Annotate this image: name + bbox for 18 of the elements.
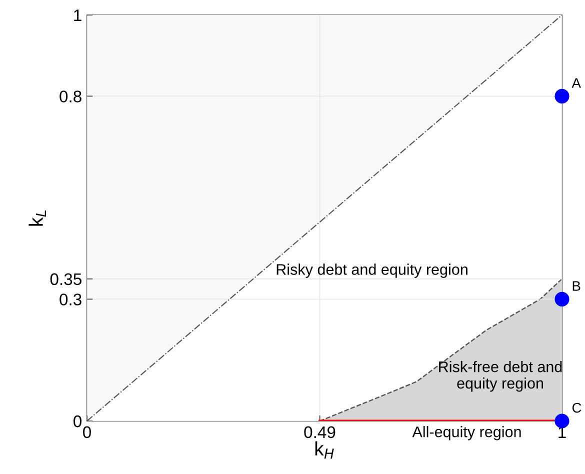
point [554,414,570,428]
x-axis-title: k$_{H}$ [315,441,334,459]
y-axis-title: k$_{L}$ [28,210,46,226]
y-tick-label: 0.3 [60,294,82,306]
data-label: B [572,281,580,291]
y-tick-label: 1 [74,10,82,22]
y-tick-label: 0.8 [60,90,82,102]
y-tick-label: 0 [74,415,82,428]
y-tick-label: 0.35 [50,273,82,286]
x-tick-label: 0.49 [304,426,336,438]
annotation: Risky debt and equity region [276,264,468,278]
data-label: C [572,402,582,413]
data-label: A [572,78,581,88]
annotation: Risk-free debt and equity region [439,360,562,392]
text: All-equity region [412,426,521,440]
point [554,292,570,306]
point [554,88,570,104]
x-tick-label: 0 [83,426,91,438]
